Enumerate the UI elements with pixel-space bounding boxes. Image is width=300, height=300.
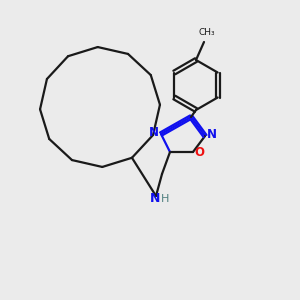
Text: O: O bbox=[194, 146, 204, 160]
Text: N: N bbox=[149, 127, 159, 140]
Text: N: N bbox=[207, 128, 217, 142]
Text: H: H bbox=[161, 194, 169, 204]
Text: N: N bbox=[150, 193, 160, 206]
Text: CH₃: CH₃ bbox=[199, 28, 215, 37]
